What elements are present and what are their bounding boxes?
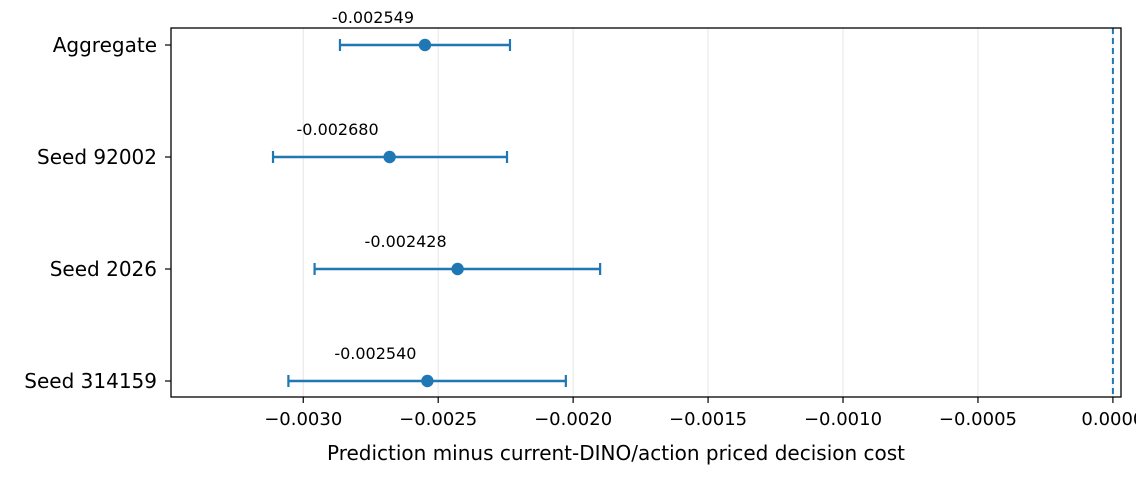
data-labels: -0.002549 -0.002680 -0.002428 -0.002540: [297, 8, 447, 363]
x-tick-label: −0.0025: [399, 409, 477, 430]
x-tick-label: −0.0005: [939, 409, 1017, 430]
data-label: -0.002680: [297, 120, 379, 139]
y-axis-ticks: Aggregate Seed 92002 Seed 2026 Seed 314159: [24, 33, 171, 393]
y-tick-label: Seed 2026: [50, 257, 157, 281]
x-axis-label: Prediction minus current-DINO/action pri…: [327, 441, 905, 465]
data-label: -0.002549: [332, 8, 414, 27]
point-marker: [383, 150, 396, 164]
point-marker: [451, 262, 464, 276]
data-points: [383, 38, 464, 388]
x-tick-label: −0.0030: [264, 409, 342, 430]
y-tick-label: Aggregate: [53, 33, 157, 57]
data-label: -0.002428: [365, 232, 447, 251]
grid-lines: [302, 28, 1114, 397]
y-tick-label: Seed 314159: [24, 369, 157, 393]
y-tick-label: Seed 92002: [37, 145, 157, 169]
plot-frame: [170, 27, 1122, 398]
point-marker: [418, 38, 432, 52]
x-tick-label: 0.0000: [1081, 409, 1136, 430]
x-tick-label: −0.0015: [669, 409, 747, 430]
x-tick-label: −0.0020: [534, 409, 612, 430]
point-marker: [421, 374, 434, 388]
x-axis-ticks: −0.0030 −0.0025 −0.0020 −0.0015 −0.0010 −0.00…: [264, 397, 1136, 430]
data-label: -0.002540: [334, 344, 416, 363]
error-bars: [271, 39, 602, 387]
x-tick-label: −0.0010: [804, 409, 882, 430]
